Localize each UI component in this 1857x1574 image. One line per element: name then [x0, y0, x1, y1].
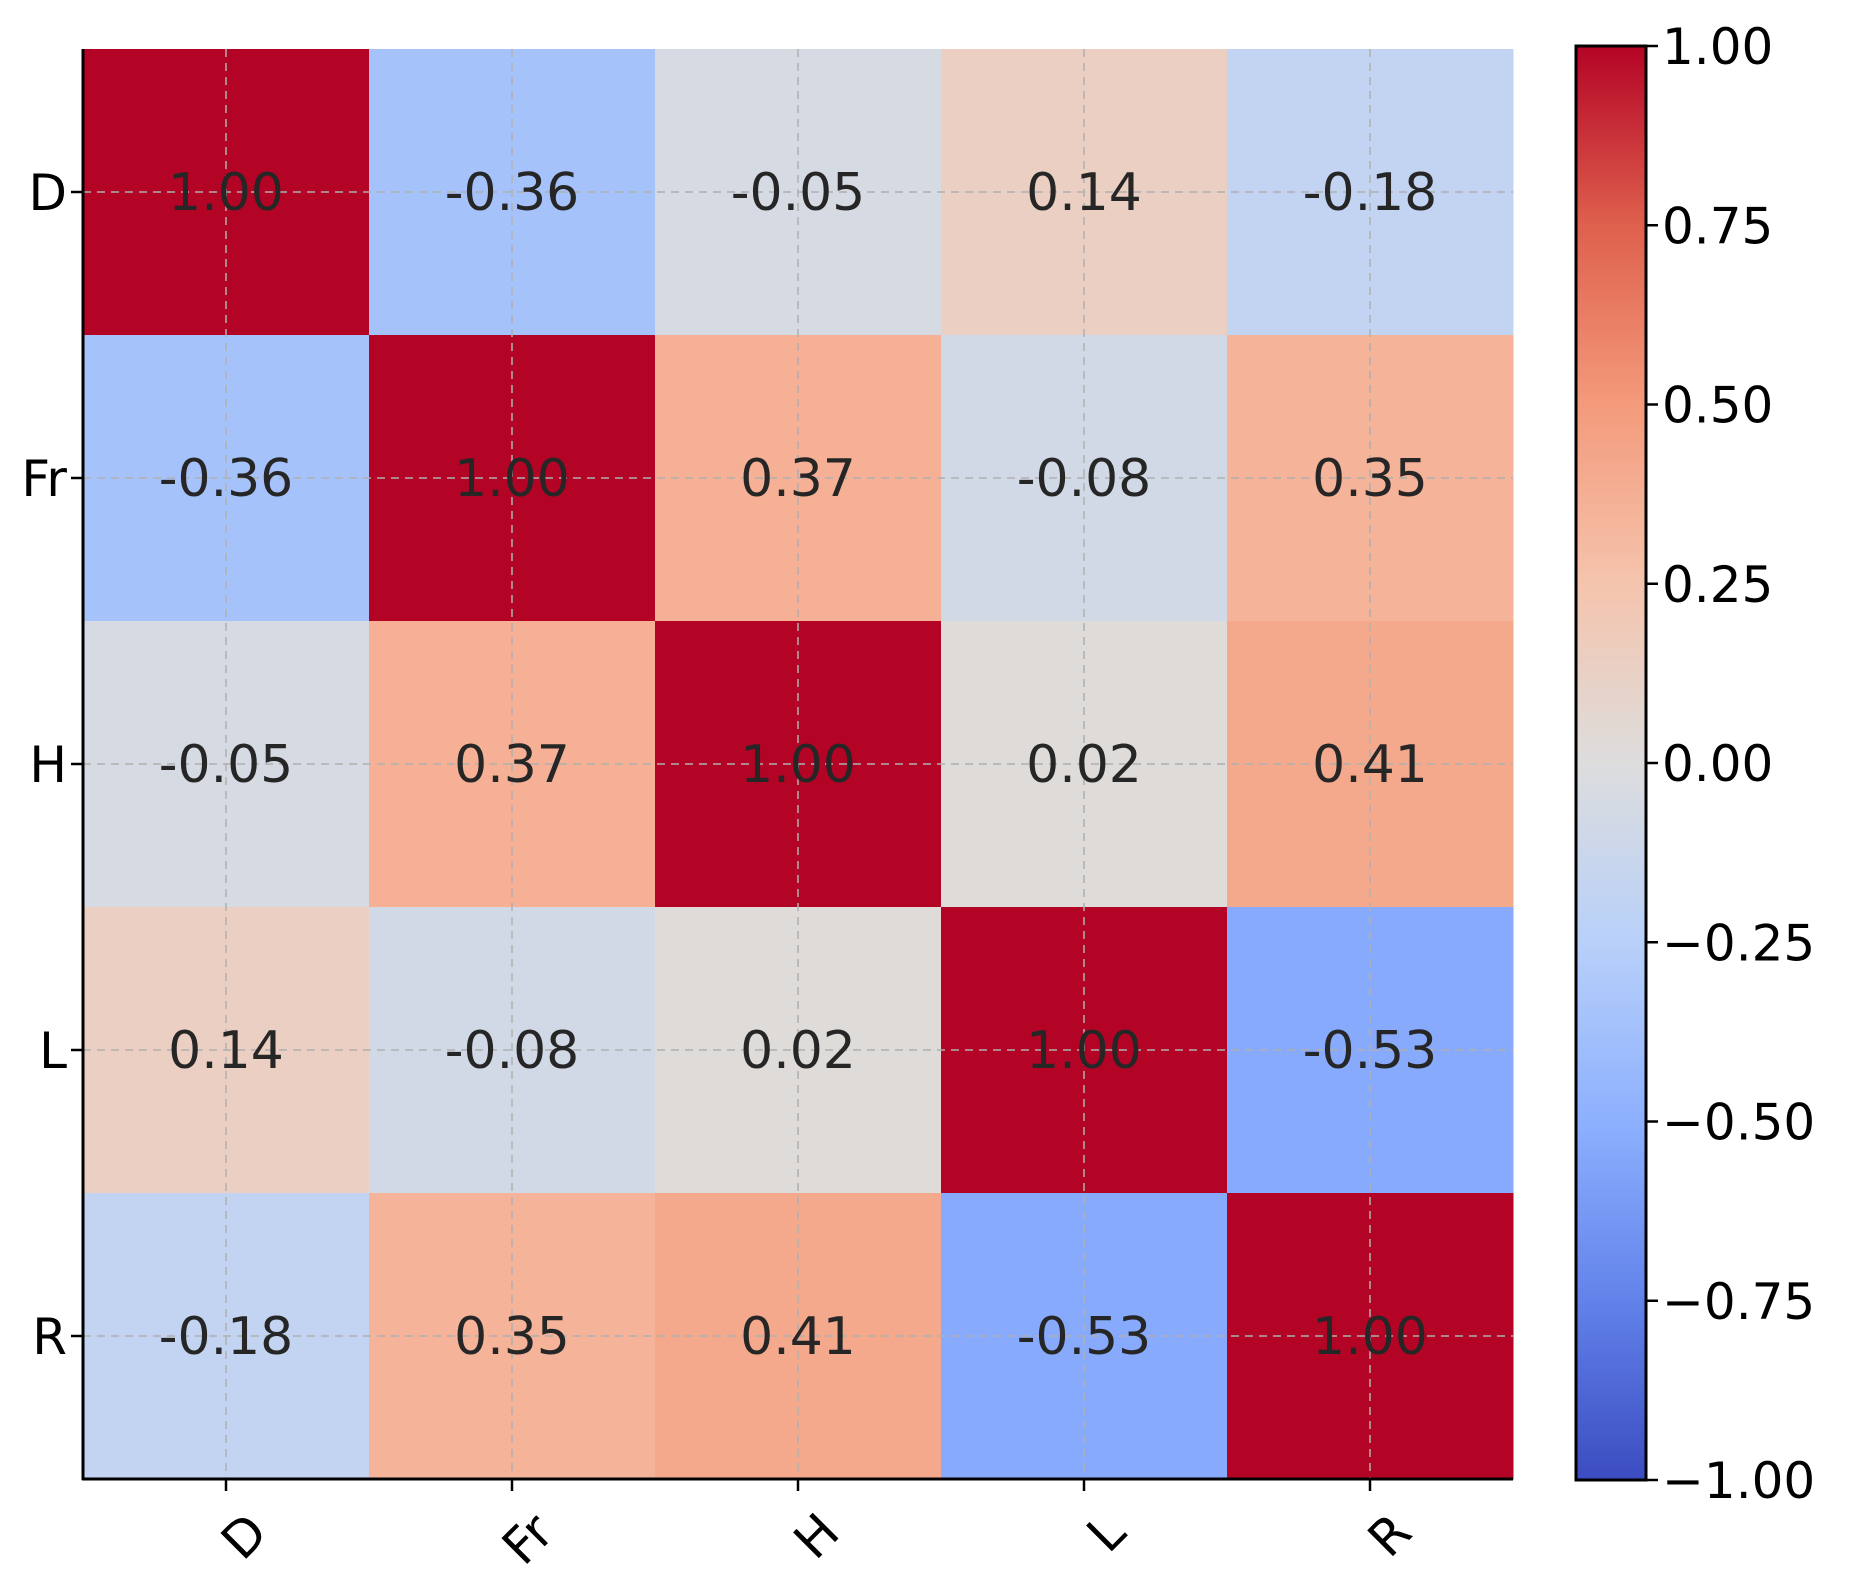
cell-value-label: 0.41	[1312, 735, 1428, 795]
cell-annotations: 1.00 -0.36 -0.05 0.14 -0.18 -0.36 1.00 0.37 -0.0…	[159, 163, 1438, 1367]
cell-value-label: -0.18	[1303, 163, 1438, 223]
y-tick-label: L	[39, 1022, 67, 1080]
colorbar-tick-label: −1.00	[1662, 1452, 1815, 1510]
x-tick-label: H	[783, 1502, 851, 1570]
colorbar-tick-label: 0.25	[1662, 556, 1773, 614]
cell-value-label: 1.00	[1312, 1307, 1428, 1367]
cell-value-label: 0.14	[168, 1021, 284, 1081]
x-axis-ticks: D Fr H L R	[210, 1479, 1423, 1574]
colorbar-tick-label: −0.75	[1662, 1273, 1815, 1331]
y-tick-label: Fr	[21, 450, 67, 508]
cell-value-label: 1.00	[454, 449, 570, 509]
cell-value-label: 0.41	[740, 1307, 856, 1367]
colorbar-tick-label: 1.00	[1662, 18, 1773, 76]
cell-value-label: 0.37	[740, 449, 856, 509]
colorbar-tick-label: −0.25	[1662, 914, 1815, 972]
colorbar-tick-label: −0.50	[1662, 1094, 1815, 1152]
cell-value-label: -0.36	[445, 163, 580, 223]
cell-value-label: -0.05	[159, 735, 294, 795]
colorbar-tick-label: 0.75	[1662, 197, 1773, 255]
cell-value-label: 0.14	[1026, 163, 1142, 223]
cell-value-label: 0.35	[1312, 449, 1428, 509]
heatmap-grid	[83, 49, 1513, 1479]
cell-value-label: -0.08	[445, 1021, 580, 1081]
y-tick-label: H	[29, 736, 67, 794]
cell-value-label: -0.36	[159, 449, 294, 509]
cell-value-label: -0.53	[1017, 1307, 1152, 1367]
x-tick-label: Fr	[491, 1502, 565, 1574]
x-tick-label: D	[210, 1502, 278, 1570]
cell-value-label: 0.37	[454, 735, 570, 795]
colorbar-tick-label: 0.00	[1662, 735, 1773, 793]
cell-value-label: -0.08	[1017, 449, 1152, 509]
cell-value-label: 1.00	[1026, 1021, 1142, 1081]
x-tick-label: L	[1076, 1502, 1137, 1563]
y-tick-label: D	[28, 164, 67, 222]
cell-value-label: 0.02	[1026, 735, 1142, 795]
cell-value-label: 1.00	[740, 735, 856, 795]
cell-value-label: 0.35	[454, 1307, 570, 1367]
colorbar-tick-label: 0.50	[1662, 377, 1773, 435]
y-tick-label: R	[32, 1308, 67, 1366]
x-tick-label: R	[1357, 1502, 1423, 1568]
cell-value-label: -0.18	[159, 1307, 294, 1367]
cell-value-label: -0.05	[731, 163, 866, 223]
colorbar-gradient	[1574, 44, 1648, 1482]
y-axis-ticks: D Fr H L R	[21, 164, 83, 1366]
cell-value-label: 1.00	[168, 163, 284, 223]
cell-value-label: 0.02	[740, 1021, 856, 1081]
colorbar: 1.00 0.75 0.50 0.25 0.00 −0.25 −0.50 −0.75 −1.00	[1574, 18, 1815, 1510]
cell-value-label: -0.53	[1303, 1021, 1438, 1081]
